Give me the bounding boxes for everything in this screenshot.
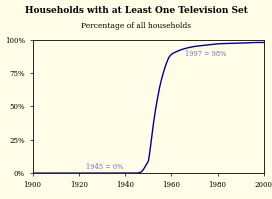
Text: Percentage of all households: Percentage of all households <box>81 22 191 30</box>
Text: 1945 = 0%: 1945 = 0% <box>86 163 123 171</box>
Text: 1997 = 98%: 1997 = 98% <box>185 50 227 58</box>
Text: Households with at Least One Television Set: Households with at Least One Television … <box>24 6 248 15</box>
